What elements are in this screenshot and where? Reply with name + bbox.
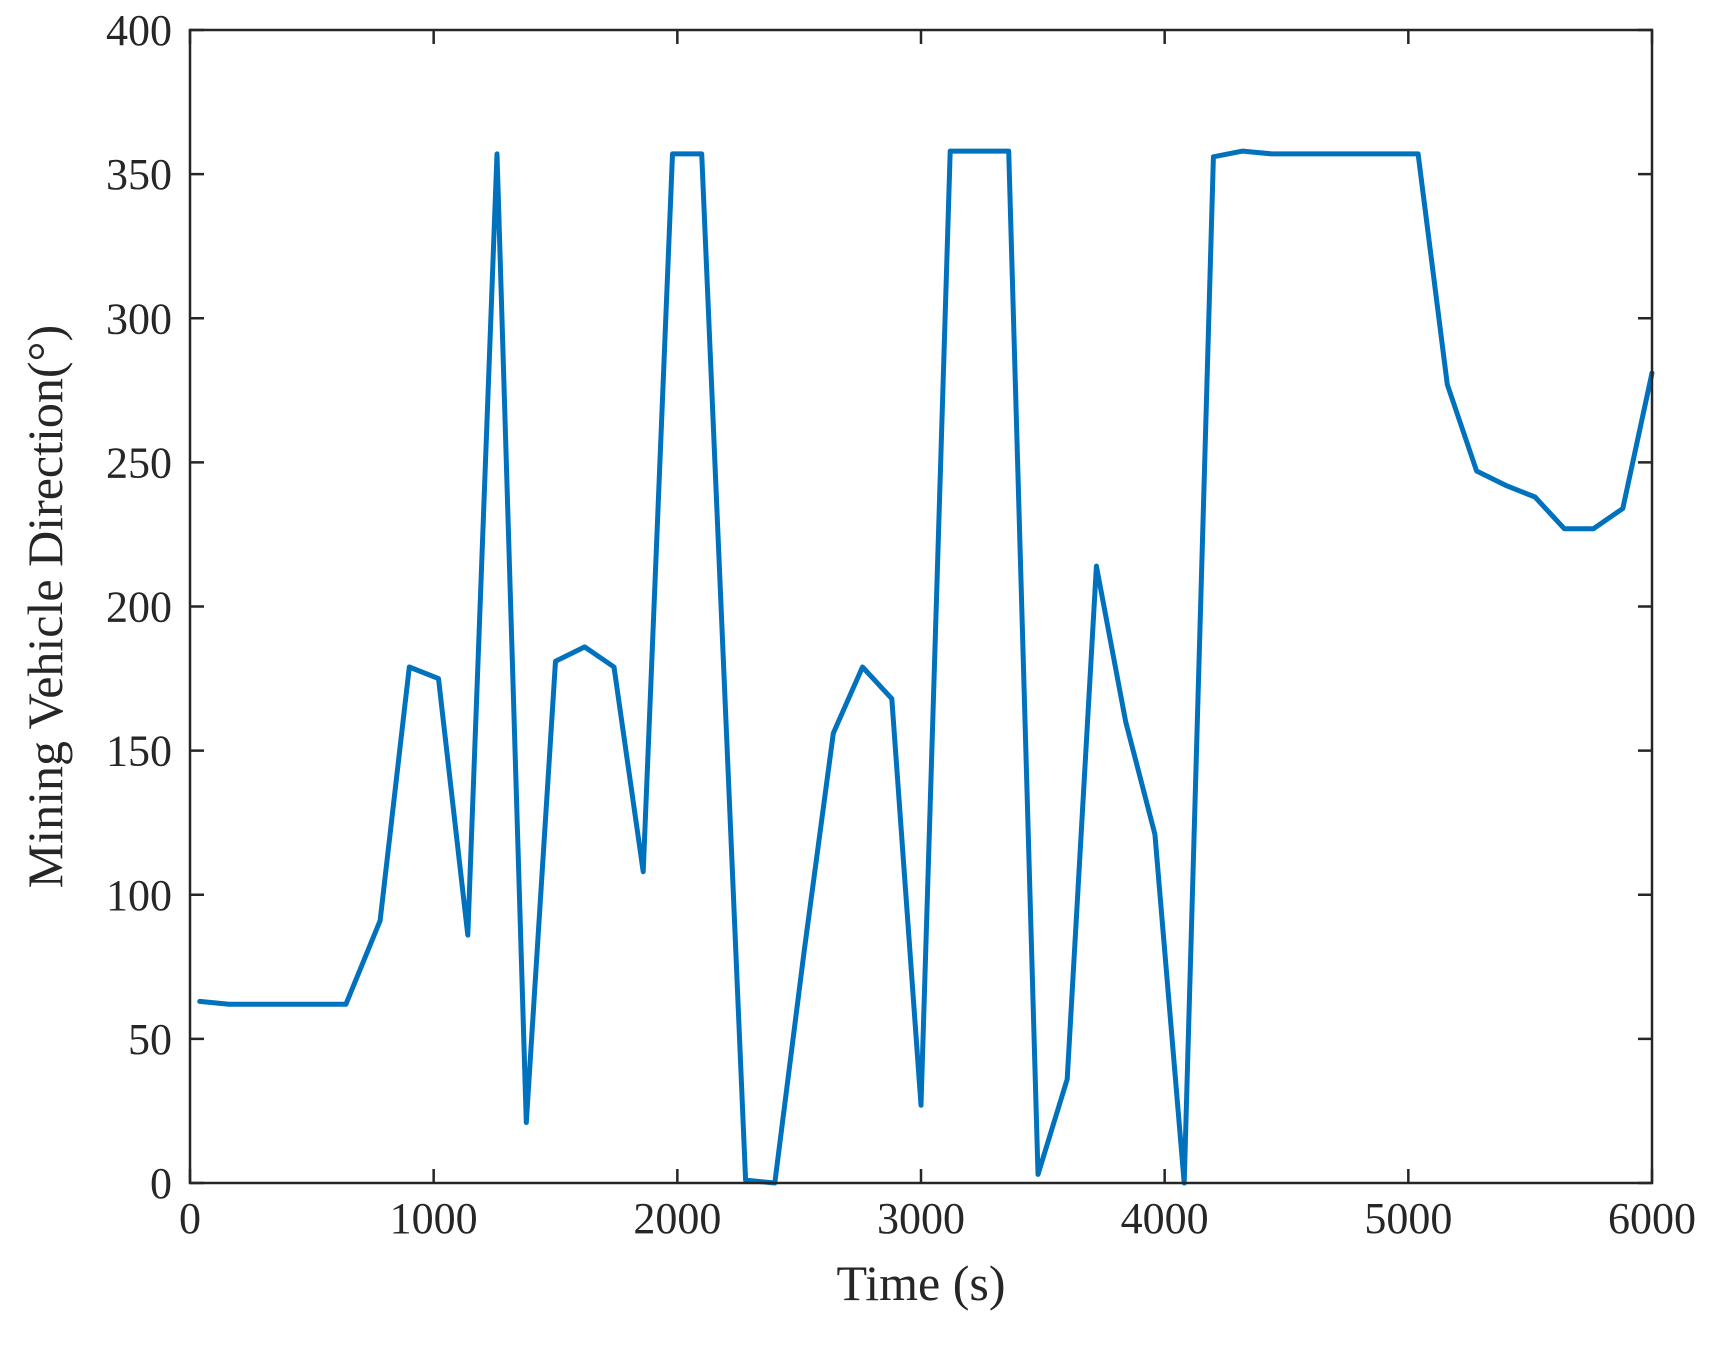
x-tick-label: 0 [179,1194,201,1243]
y-tick-label: 250 [106,438,172,487]
y-tick-label: 350 [106,150,172,199]
x-tick-label: 5000 [1364,1194,1452,1243]
x-tick-label: 6000 [1608,1194,1696,1243]
tick-labels: 0 1000 2000 3000 4000 5000 6000 0 50 100 150 200 250… [106,6,1696,1243]
x-axis-title: Time (s) [836,1255,1005,1311]
y-tick-label: 50 [128,1015,172,1064]
y-tick-label: 200 [106,583,172,632]
series-line [197,148,1655,1186]
x-tick-label: 1000 [390,1194,478,1243]
y-tick-label: 300 [106,294,172,343]
x-tick-label: 3000 [877,1194,965,1243]
y-tick-label: 0 [150,1159,172,1208]
y-tick-label: 400 [106,6,172,55]
x-tick-label: 2000 [633,1194,721,1243]
axis-ticks [188,28,1654,1185]
x-tick-label: 4000 [1121,1194,1209,1243]
y-tick-label: 100 [106,871,172,920]
plot-area-box [188,28,1654,1185]
y-axis-title: Mining Vehicle Direction(°) [17,325,73,888]
series-layer [197,148,1655,1186]
y-tick-label: 150 [106,727,172,776]
